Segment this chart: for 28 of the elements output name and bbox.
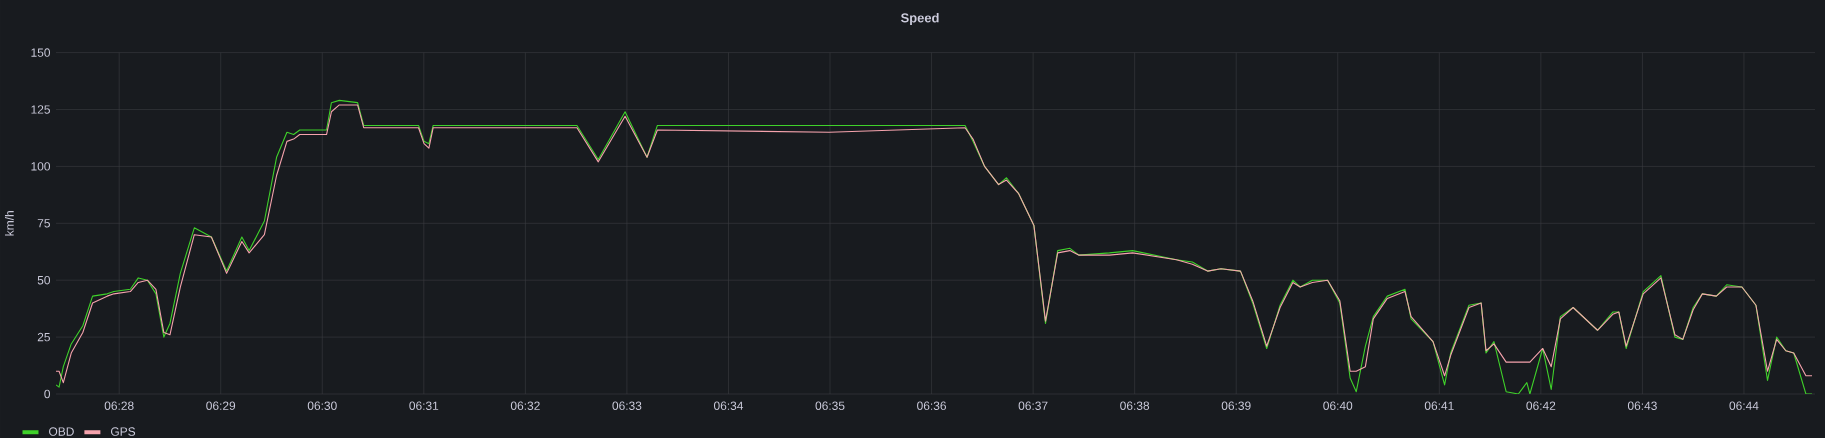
x-tick-label: 06:41 [1424, 401, 1454, 410]
x-tick-label: 06:36 [917, 401, 946, 410]
x-tick-label: 06:34 [713, 401, 744, 410]
x-tick-label: 06:37 [1018, 401, 1048, 410]
x-tick-label: 06:29 [206, 401, 236, 410]
y-tick-label: 100 [31, 162, 51, 171]
x-tick-label: 06:31 [409, 401, 439, 410]
x-tick-label: 06:44 [1729, 401, 1759, 410]
y-tick-label: 150 [31, 48, 51, 57]
x-tick-label: 06:39 [1221, 401, 1251, 410]
y-tick-label: 125 [31, 105, 50, 114]
legend-label: OBD [49, 427, 74, 436]
x-tick-label: 06:28 [104, 401, 134, 410]
x-tick-label: 06:30 [307, 401, 337, 410]
y-axis-title: km/h [5, 211, 14, 236]
y-tick-label: 0 [44, 389, 51, 399]
x-tick-label: 06:32 [510, 401, 540, 410]
x-tick-label: 06:38 [1120, 401, 1150, 410]
y-tick-label: 50 [37, 275, 51, 285]
x-tick-label: 06:33 [612, 401, 642, 410]
chart-title: Speed [900, 12, 939, 25]
y-tick-label: 75 [37, 219, 50, 228]
legend-label: GPS [110, 427, 136, 436]
x-tick-label: 06:43 [1627, 401, 1657, 410]
x-tick-label: 06:42 [1526, 401, 1556, 410]
y-tick-label: 25 [37, 332, 50, 342]
x-tick-label: 06:40 [1323, 401, 1353, 410]
x-tick-label: 06:35 [815, 401, 845, 410]
